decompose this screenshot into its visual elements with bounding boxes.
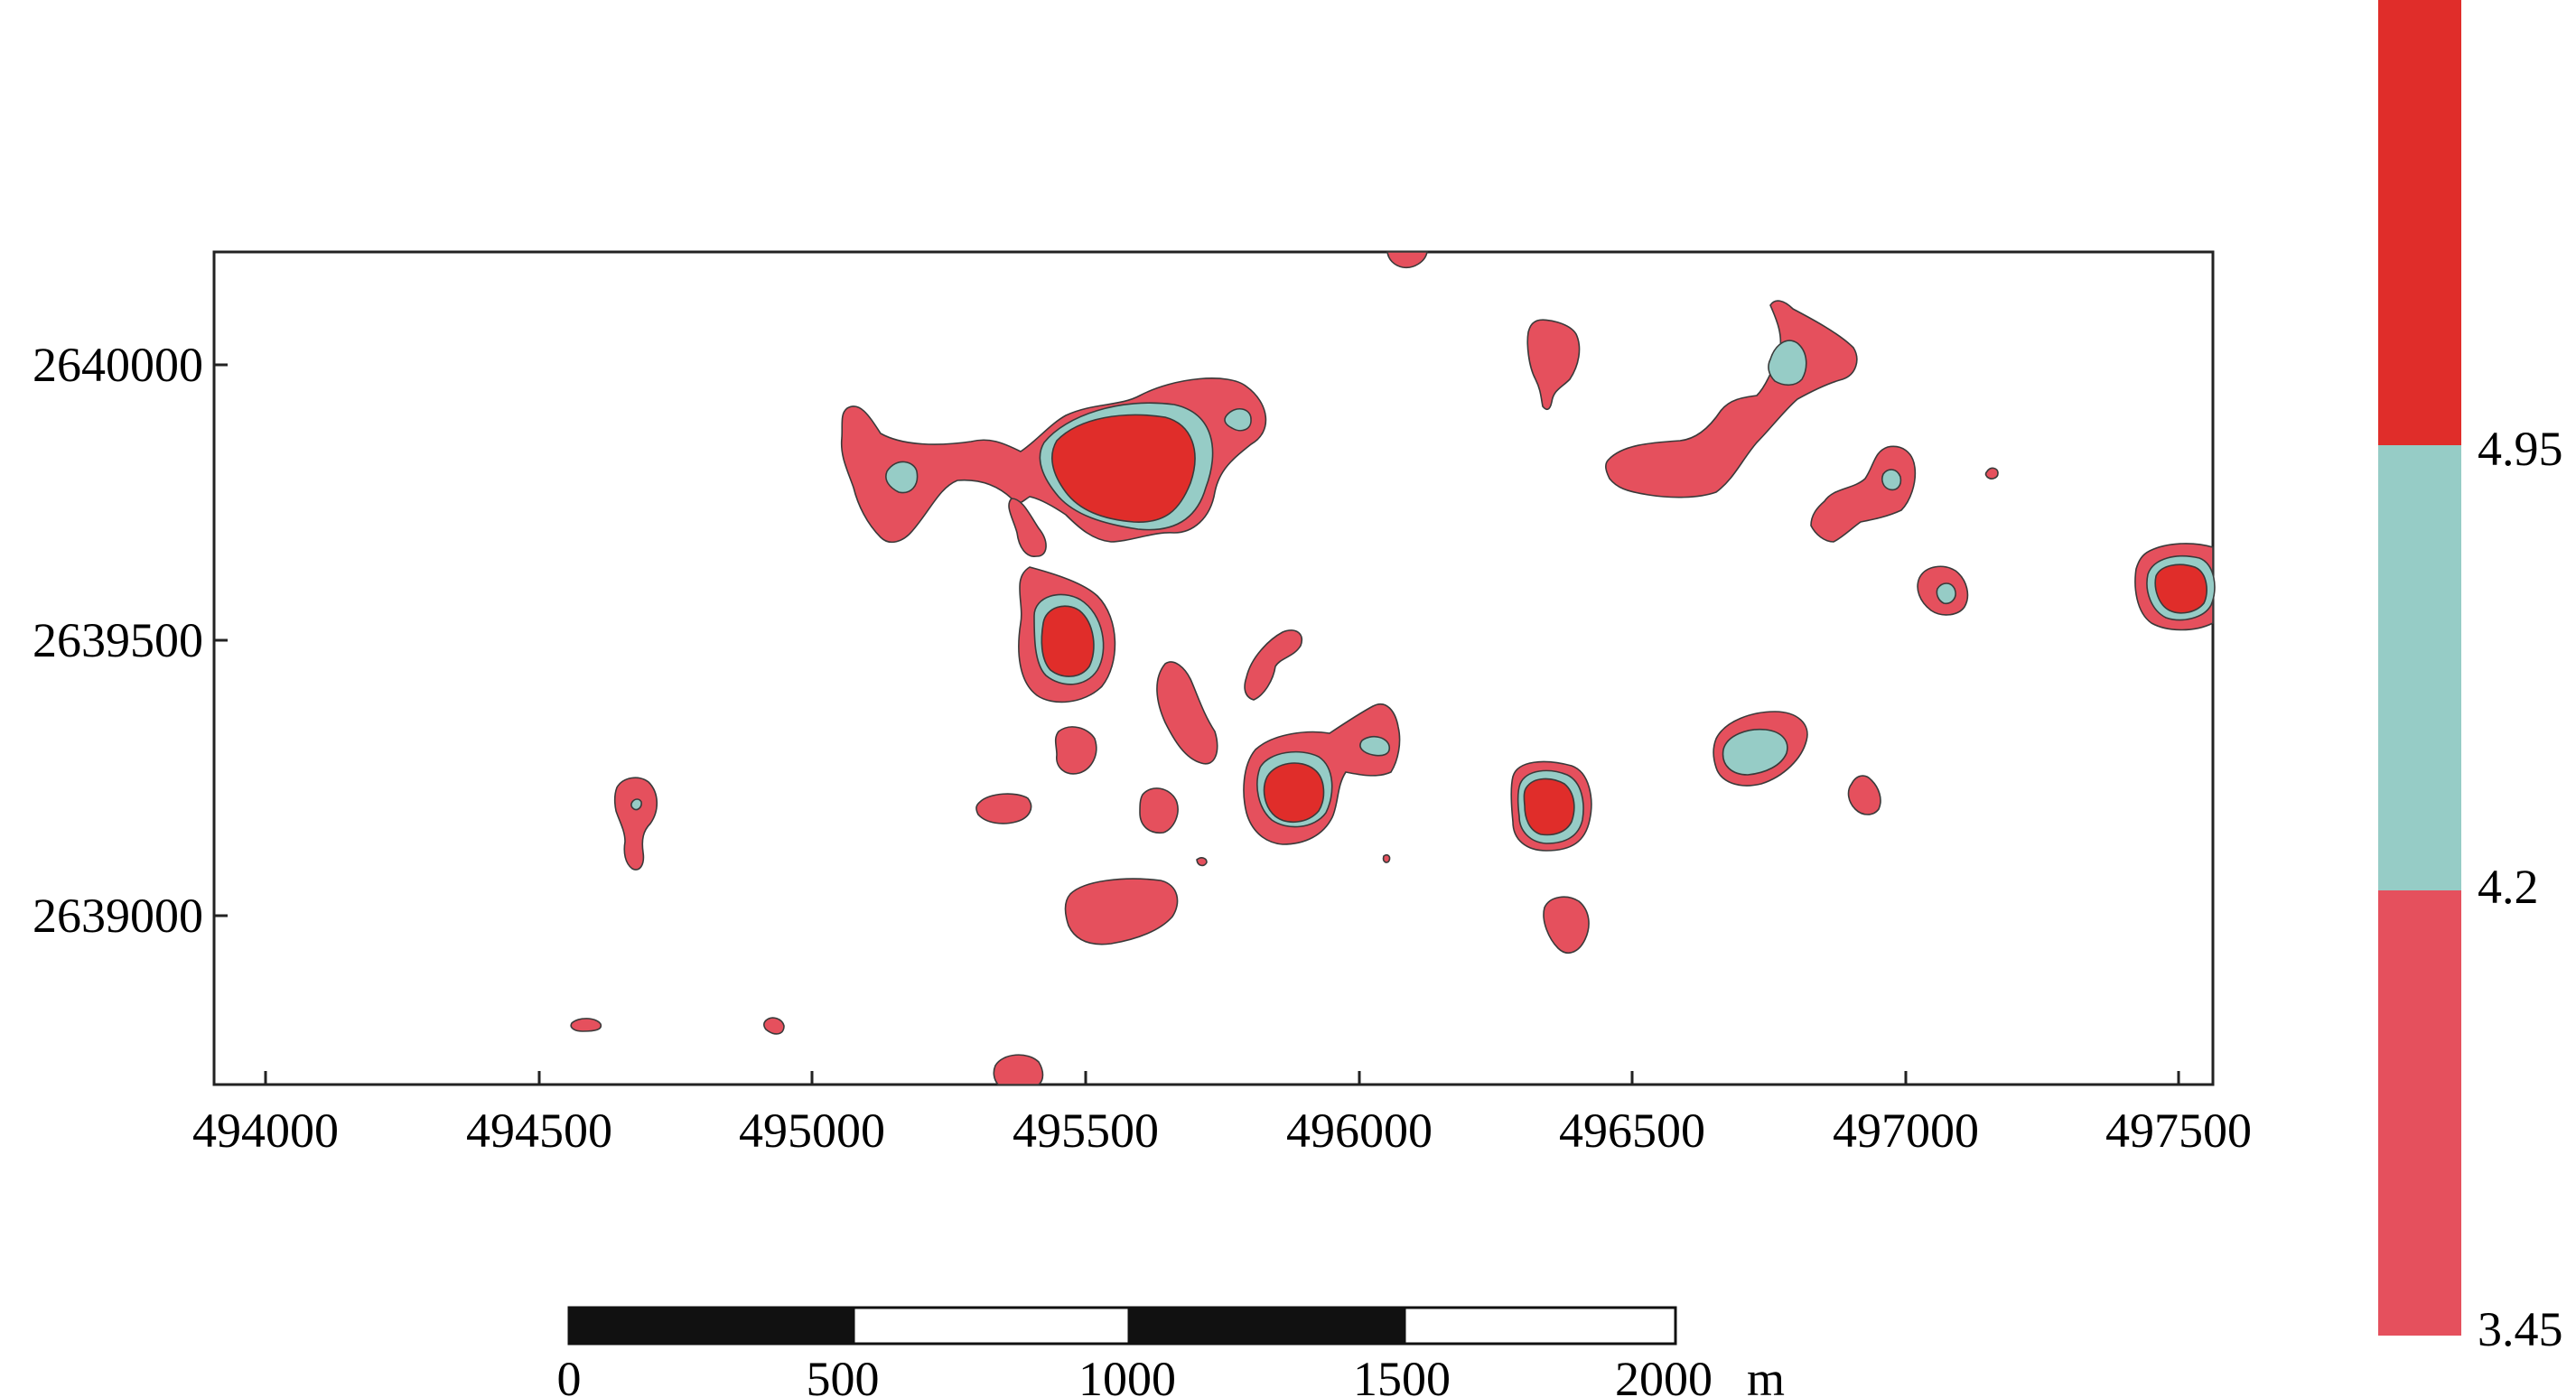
zone-low	[1156, 661, 1218, 765]
y-tick-label: 2640000	[33, 338, 203, 392]
x-axis	[264, 1071, 2180, 1085]
scale-bar-segment	[567, 1306, 855, 1346]
zone-low	[1064, 878, 1179, 945]
zone-high	[1041, 605, 1095, 677]
zone-mid	[630, 798, 642, 811]
scale-bar-segment	[1403, 1306, 1677, 1346]
zone-low	[1196, 857, 1208, 867]
legend-colorbar: 4.95 4.2 3.45	[2378, 0, 2563, 1356]
zone-low	[1382, 854, 1391, 863]
zone-low	[975, 793, 1032, 824]
zone-mid	[1359, 735, 1391, 757]
legend-label: 4.95	[2478, 422, 2563, 476]
zone-mid	[1768, 340, 1807, 387]
scale-bar-segment	[852, 1306, 1131, 1346]
zone-high	[1523, 778, 1575, 836]
x-tick-label: 494000	[192, 1104, 339, 1158]
x-tick-label: 496000	[1286, 1104, 1433, 1158]
x-tick-label: 495000	[739, 1104, 885, 1158]
zone-low	[613, 777, 658, 871]
scale-bar-label: 1500	[1353, 1352, 1451, 1397]
x-tick-label: 496500	[1559, 1104, 1705, 1158]
legend-swatch-high	[2378, 0, 2461, 445]
scale-bar-label: 0	[557, 1352, 582, 1397]
x-tick-label: 494500	[466, 1104, 612, 1158]
zone-low	[1008, 498, 1047, 557]
scale-bar-label: 1000	[1078, 1352, 1176, 1397]
zone-low	[1526, 319, 1581, 411]
x-tick-label: 497500	[2105, 1104, 2252, 1158]
zone-mid	[1224, 408, 1252, 432]
y-tick-label: 2639500	[33, 613, 203, 667]
scale-bar-unit: m	[1747, 1352, 1785, 1397]
scale-bar-label: 500	[807, 1352, 880, 1397]
scale-bar-segment	[1127, 1306, 1406, 1346]
zone-low	[1139, 787, 1179, 834]
zone-mid	[885, 461, 919, 494]
zone-low	[1244, 629, 1302, 701]
zone-low	[570, 1018, 602, 1032]
zone-high	[2154, 563, 2207, 614]
y-tick-label: 2639000	[33, 889, 203, 943]
legend-label: 3.45	[2478, 1302, 2563, 1356]
scale-bar: 0 500 1000 1500 2000 m	[557, 1306, 1785, 1397]
x-tick-label: 497000	[1833, 1104, 1979, 1158]
zone-low	[1386, 251, 1428, 269]
x-tick-labels: 494000 494500 495000 495500 496000 49650…	[192, 1104, 2252, 1158]
zone-high	[1051, 414, 1196, 523]
contour-zones	[570, 251, 2216, 1085]
zone-mid	[1722, 728, 1788, 776]
zone-low	[1984, 467, 1999, 480]
zone-mid	[1936, 582, 1956, 605]
legend-label: 4.2	[2478, 860, 2539, 914]
y-axis	[214, 363, 228, 917]
legend-swatch-mid	[2378, 445, 2461, 890]
zone-mid	[1881, 469, 1902, 491]
zone-low	[993, 1054, 1044, 1085]
zone-low	[1847, 775, 1881, 815]
y-tick-labels: 2640000 2639500 2639000	[33, 338, 203, 943]
zone-high	[1263, 762, 1325, 823]
zone-low	[1054, 726, 1097, 775]
x-tick-label: 495500	[1013, 1104, 1159, 1158]
scale-bar-label: 2000	[1615, 1352, 1713, 1397]
legend-swatch-low	[2378, 890, 2461, 1336]
zone-low	[1543, 896, 1590, 954]
map-frame	[212, 250, 2215, 1086]
zone-low	[762, 1017, 785, 1035]
